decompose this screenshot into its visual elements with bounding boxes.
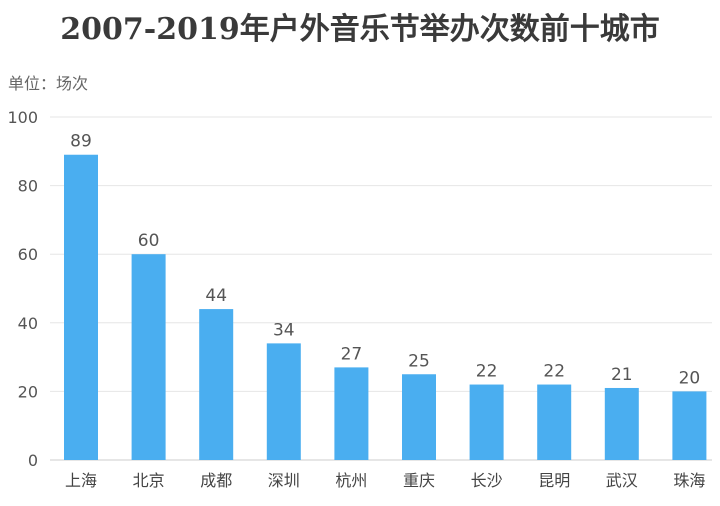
x-tick-label: 杭州 — [335, 471, 367, 490]
y-tick-label: 40 — [18, 314, 38, 333]
unit-label: 单位：场次 — [8, 74, 89, 93]
x-tick-label: 珠海 — [673, 471, 705, 490]
x-axis: 上海 北京 成都 深圳 杭州 重庆 长沙 昆明 武汉 珠海 — [65, 471, 705, 490]
bar-value-label: 27 — [341, 344, 363, 364]
y-tick-label: 80 — [18, 177, 38, 196]
bar — [672, 391, 707, 460]
x-tick-label: 上海 — [65, 471, 97, 490]
y-tick-label: 60 — [18, 245, 38, 264]
x-tick-label: 重庆 — [403, 471, 435, 490]
x-tick-label: 长沙 — [471, 471, 503, 490]
y-axis: 0 20 40 60 80 100 — [7, 108, 38, 470]
x-tick-label: 昆明 — [538, 471, 570, 490]
x-tick-label: 北京 — [133, 471, 165, 490]
bar — [537, 384, 572, 460]
gridlines — [50, 116, 712, 461]
y-tick-label: 100 — [7, 108, 38, 127]
bar-value-label: 60 — [138, 231, 160, 251]
bar — [604, 387, 639, 460]
y-tick-label: 20 — [18, 382, 38, 401]
bar — [64, 154, 98, 461]
bar — [266, 343, 301, 460]
data-labels: 89 60 44 34 27 25 22 22 21 20 — [70, 132, 700, 389]
x-tick-label: 深圳 — [268, 471, 300, 490]
bars — [64, 154, 707, 461]
bar-value-label: 22 — [476, 362, 498, 382]
y-tick-label: 0 — [28, 451, 38, 470]
bar-value-label: 34 — [273, 320, 295, 340]
bar-value-label: 20 — [679, 368, 701, 388]
bar-value-label: 25 — [408, 351, 430, 371]
bar-value-label: 44 — [205, 286, 227, 306]
bar-value-label: 22 — [543, 362, 565, 382]
bar — [402, 374, 436, 460]
chart-title: 2007-2019年户外音乐节举办次数前十城市 — [60, 12, 660, 47]
bar — [131, 254, 166, 460]
bar — [469, 384, 504, 460]
bar-value-label: 21 — [611, 365, 633, 385]
x-tick-label: 成都 — [200, 471, 232, 490]
x-tick-label: 武汉 — [606, 471, 638, 490]
bar — [334, 367, 369, 460]
bar — [199, 309, 234, 460]
bar-value-label: 89 — [70, 132, 92, 152]
